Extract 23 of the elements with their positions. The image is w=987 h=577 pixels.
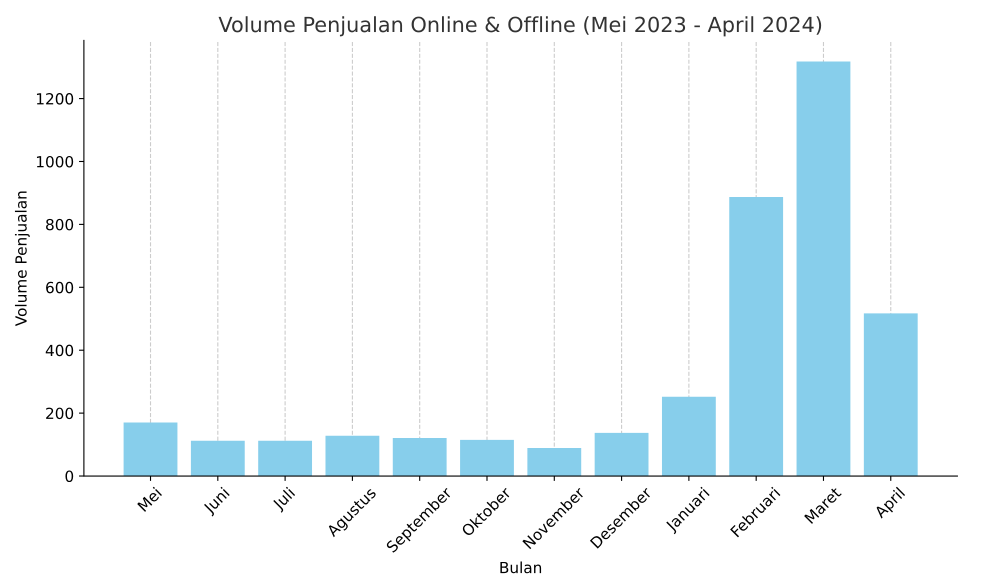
bar: [460, 440, 514, 476]
y-tick-label: 400: [46, 344, 74, 356]
bar: [796, 61, 850, 476]
y-tick-label: 200: [46, 408, 74, 420]
bar: [729, 197, 784, 476]
bar: [392, 438, 447, 476]
chart-title: Volume Penjualan Online & Offline (Mei 2023 - April 2024): [218, 16, 822, 36]
bar: [527, 448, 582, 476]
bar: [190, 440, 245, 476]
bar: [258, 440, 312, 476]
y-tick-label: 800: [46, 218, 74, 230]
bar: [594, 432, 649, 476]
y-tick-label: 600: [46, 282, 74, 294]
y-tick-label: 1200: [36, 93, 74, 105]
x-tick-label: Mei: [136, 486, 162, 512]
y-tick-label: 1000: [36, 156, 74, 168]
bar: [124, 422, 178, 476]
y-tick-label: 0: [65, 470, 74, 482]
x-axis-title: Bulan: [500, 561, 542, 574]
bar: [325, 436, 380, 476]
y-axis-title: Volume Penjualan: [14, 192, 30, 326]
bar: [864, 313, 918, 476]
bar: [662, 396, 716, 476]
